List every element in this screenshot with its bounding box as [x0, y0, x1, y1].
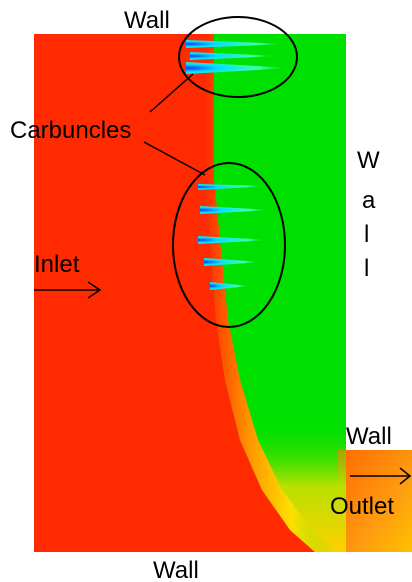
carbuncle-ellipse-lower [172, 162, 286, 328]
wall-label-right-a: a [362, 187, 376, 214]
wall-label-right-l1: l [364, 221, 369, 248]
carbuncle-ellipse-upper [178, 16, 298, 98]
carbuncle-pointer-lower [143, 141, 206, 176]
inlet-label: Inlet [34, 251, 80, 278]
carbuncle-streaks-lower [198, 184, 272, 290]
inlet-arrow [34, 281, 102, 299]
wall-label-step: Wall [346, 423, 392, 450]
carbuncle-pointer-upper [149, 73, 194, 113]
corner-transition [250, 420, 346, 552]
upstream-region [34, 34, 315, 552]
wall-label-right-w: W [357, 147, 380, 174]
carbuncle-streaks-upper [186, 40, 292, 74]
wall-label-right-l2: l [364, 255, 369, 282]
carbuncles-label: Carbuncles [10, 117, 131, 144]
wall-label-bottom: Wall [153, 557, 199, 582]
shock-front [205, 34, 338, 552]
outlet-label: Outlet [330, 493, 394, 520]
outlet-arrow [350, 467, 412, 485]
wall-label-top: Wall [124, 7, 170, 34]
outlet-channel [338, 450, 412, 552]
